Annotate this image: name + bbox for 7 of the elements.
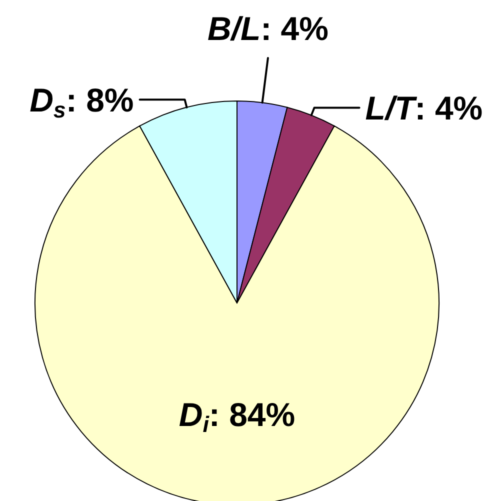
slice-label: D$_{i}$ xyxy=(178,396,210,436)
data-label: : 8% xyxy=(66,81,134,118)
data-label: : 84% xyxy=(208,396,296,433)
slice-label: D$_{s}$ xyxy=(30,81,66,122)
slice-label: L/T xyxy=(365,89,418,126)
slice-label: B/L xyxy=(207,9,261,46)
data-label: : 4% xyxy=(260,9,328,46)
